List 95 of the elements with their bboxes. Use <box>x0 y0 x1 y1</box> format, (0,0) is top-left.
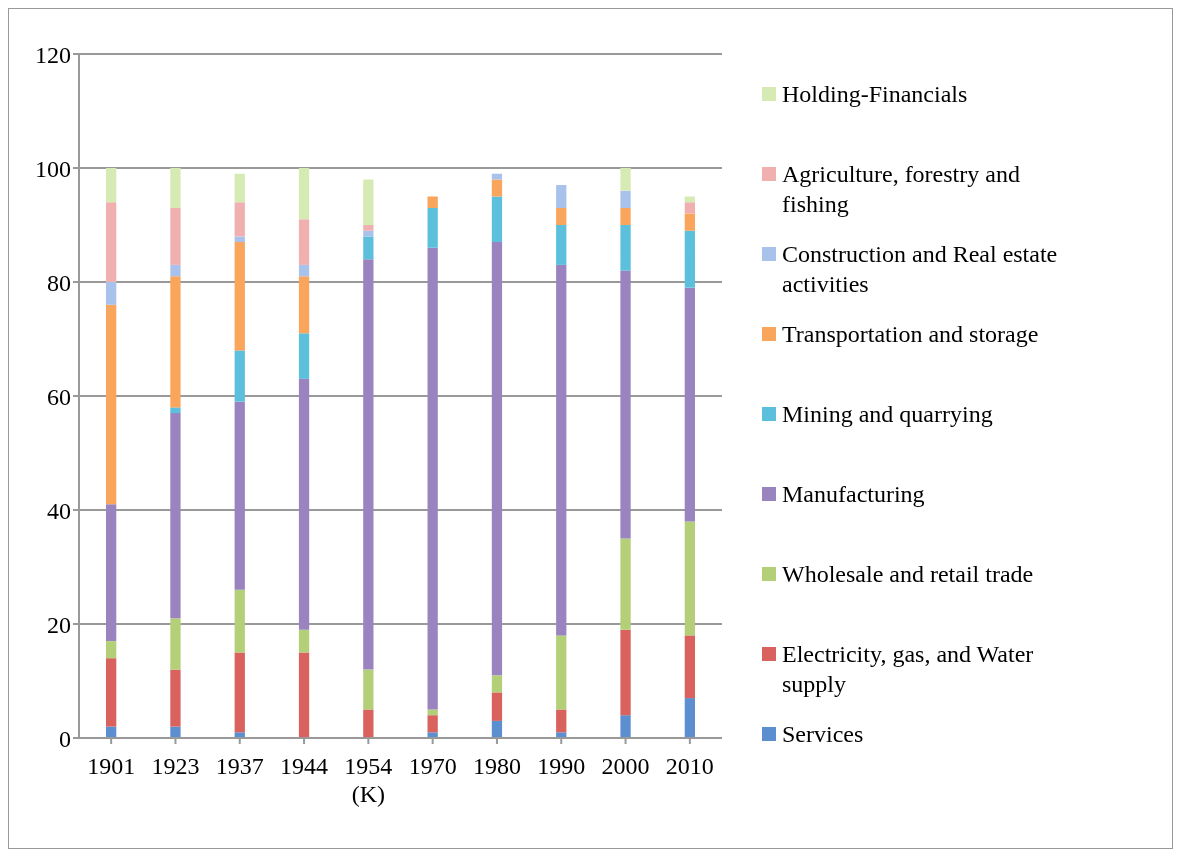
y-tick-label: 40 <box>47 497 71 524</box>
legend-label: Agriculture, forestry and fishing <box>782 160 1021 219</box>
bar <box>106 282 117 305</box>
bar <box>170 726 181 738</box>
bar <box>556 225 567 265</box>
bar <box>170 168 181 208</box>
bar <box>234 236 245 243</box>
x-tick-label: 1923 <box>151 753 200 779</box>
bar <box>684 521 695 636</box>
bar <box>620 207 631 225</box>
bar <box>363 225 374 231</box>
legend-label: Holding-Financials <box>782 80 968 109</box>
legend-label: Mining and quarrying <box>782 400 993 429</box>
x-tick-label: 1990 <box>537 753 586 779</box>
y-tick-label: 0 <box>59 725 71 752</box>
bar <box>298 378 310 630</box>
bar <box>427 715 438 733</box>
bar <box>684 202 695 214</box>
bar <box>106 641 117 659</box>
bar <box>298 629 310 653</box>
bar <box>234 652 245 733</box>
x-tick-label: 1980 <box>472 753 521 779</box>
bar <box>363 669 374 710</box>
bar <box>298 168 310 220</box>
bar <box>491 720 503 738</box>
bar <box>684 287 695 522</box>
bar <box>170 618 181 670</box>
bar <box>106 304 117 505</box>
bar <box>106 168 117 203</box>
bar <box>684 698 695 738</box>
bar <box>491 179 503 197</box>
bar <box>234 173 245 203</box>
bar <box>491 196 503 243</box>
bar <box>363 179 374 225</box>
bar <box>298 333 310 379</box>
y-tick-label: 60 <box>47 383 71 410</box>
x-tick-label: 1901 <box>87 753 136 779</box>
bar <box>363 236 374 260</box>
bar <box>234 202 245 237</box>
bar <box>491 675 503 693</box>
bar <box>234 350 245 402</box>
bar <box>170 413 181 619</box>
bar <box>556 185 567 208</box>
bar <box>491 692 503 721</box>
bar <box>106 658 117 727</box>
legend-label: Manufacturing <box>782 480 925 509</box>
bar <box>170 207 181 265</box>
bar <box>363 259 374 670</box>
bar <box>620 225 631 271</box>
y-tick-label: 20 <box>47 611 71 638</box>
bar <box>106 504 117 642</box>
bar <box>620 715 631 738</box>
bar <box>298 264 310 277</box>
bar <box>556 264 567 636</box>
x-tick-label: 2010 <box>665 753 714 779</box>
x-tick-label: 1970 <box>408 753 457 779</box>
bar <box>298 219 310 265</box>
bar <box>427 207 438 248</box>
bar <box>234 242 245 351</box>
bar <box>684 230 695 288</box>
y-tick-label: 120 <box>35 41 71 68</box>
bar <box>298 652 310 738</box>
bar <box>234 401 245 590</box>
bar <box>170 407 181 414</box>
bar <box>491 242 503 676</box>
bar <box>298 276 310 334</box>
bar <box>620 629 631 716</box>
y-tick-label: 80 <box>47 269 71 296</box>
bar <box>620 190 631 208</box>
x-tick-label: 1937 <box>215 753 264 779</box>
bar <box>620 538 631 630</box>
bar <box>170 669 181 727</box>
bar <box>556 635 567 710</box>
bar <box>427 247 438 710</box>
bar <box>684 635 695 699</box>
bar <box>427 196 438 208</box>
bar <box>556 207 567 225</box>
bar <box>684 213 695 231</box>
x-tick-label: 2000 <box>601 753 650 779</box>
bar <box>620 270 631 539</box>
bar <box>234 589 245 653</box>
bar <box>556 709 567 733</box>
bar <box>620 168 631 191</box>
legend-label: Wholesale and retail trade <box>782 560 1034 589</box>
legend-label: Services <box>782 720 864 749</box>
bar <box>363 709 374 738</box>
legend-label: Electricity, gas, and Water supply <box>782 640 1035 699</box>
legend-label: Construction and Real estate activities <box>782 240 1059 299</box>
bar <box>170 276 181 408</box>
bar <box>170 264 181 277</box>
y-tick-label: 100 <box>35 155 71 182</box>
legend-label: Transportation and storage <box>782 320 1039 349</box>
x-tick-label: 1954 (K) <box>344 753 393 807</box>
x-tick-label: 1944 <box>280 753 329 779</box>
bar <box>106 202 117 282</box>
